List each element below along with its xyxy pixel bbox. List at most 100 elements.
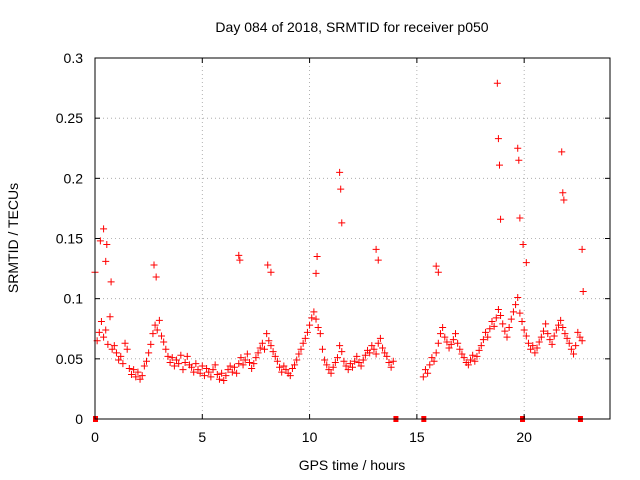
data-point [494,135,502,143]
data-point [220,376,228,384]
data-points [91,79,587,422]
data-point [130,366,138,374]
data-point [452,330,459,338]
data-point [198,362,206,370]
data-point [325,366,333,374]
data-point [507,315,515,323]
data-point [558,148,566,156]
data-point [563,334,571,342]
data-point [134,368,142,376]
y-tick-label: 0.25 [56,110,83,126]
data-point [250,360,258,368]
data-point [464,361,472,369]
data-point [576,333,584,341]
data-point [267,268,275,276]
data-point [205,368,213,376]
data-point [276,363,284,371]
data-point [353,352,361,360]
data-point [104,340,112,348]
data-point [313,253,321,261]
y-tick-label: 0.05 [56,351,83,367]
data-point [162,345,170,353]
data-point [273,357,281,365]
data-point [145,349,153,357]
data-point [492,314,500,322]
data-point [460,354,468,362]
data-point [344,366,352,374]
data-point [256,344,264,352]
y-tick-label: 0 [75,411,83,427]
data-point [559,189,567,197]
data-point [211,361,219,369]
data-point [97,318,105,326]
y-tick-labels: 0 0.05 0.1 0.15 0.2 0.25 0.3 [56,50,83,427]
data-point [482,328,490,336]
data-point [254,349,262,357]
data-point [522,332,530,340]
data-point [518,318,526,326]
y-tick-label: 0.1 [64,291,84,307]
data-point [150,261,158,269]
data-point [338,348,346,356]
data-point [278,368,286,376]
data-point [102,326,110,334]
data-point [494,305,502,313]
data-point [467,356,475,364]
data-point [295,350,303,358]
data-point [376,334,384,342]
data-point [288,364,296,372]
data-point [567,345,575,353]
data-point [299,339,307,347]
data-point [218,369,226,377]
data-point [522,259,530,267]
data-point [306,321,314,329]
data-point [572,342,580,350]
data-point [107,278,115,286]
data-point [308,314,316,322]
data-point [535,338,543,346]
data-point [512,301,520,309]
data-point [236,256,244,264]
data-point [509,308,517,316]
data-point [100,333,108,341]
data-point [516,309,524,317]
data-point [190,368,198,376]
data-point [475,346,483,354]
data-point [456,345,464,353]
data-point [127,370,135,378]
data-point [552,326,560,334]
data-point [258,339,266,347]
data-point [579,287,587,295]
data-point [501,327,509,335]
data-point [119,360,127,368]
data-point [542,320,550,328]
data-point [337,185,345,193]
data-point [170,362,178,370]
data-point [473,352,481,360]
data-point [149,330,157,338]
x-tick-label: 15 [409,429,425,445]
data-point [574,328,582,336]
data-point [336,168,344,176]
data-point [514,293,522,301]
data-point [153,326,161,334]
data-point [331,358,339,366]
data-point [301,334,309,342]
data-point [434,339,442,347]
data-point [349,363,356,371]
data-point [578,337,586,345]
data-point [179,366,187,374]
data-point [544,330,552,338]
y-tick-label: 0.2 [64,170,84,186]
data-point [215,375,223,383]
data-point [280,362,288,370]
data-point [490,322,498,330]
data-point [241,356,249,364]
data-point [200,372,208,380]
data-point [374,339,382,347]
data-point [237,354,245,362]
data-point [560,196,568,204]
data-point [297,345,305,353]
data-point [140,362,148,370]
data-point [539,327,547,335]
